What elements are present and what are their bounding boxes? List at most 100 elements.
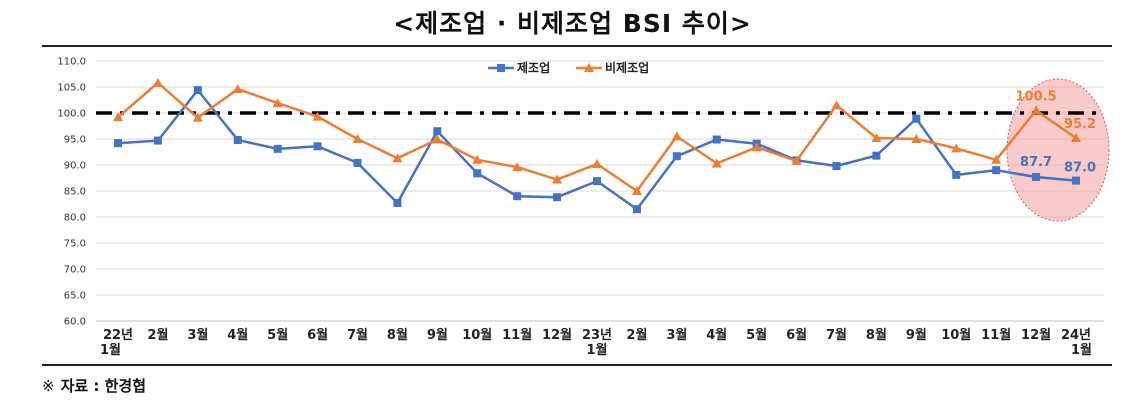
- legend-item-manufacturing: 제조업: [488, 61, 550, 75]
- data-point: [313, 142, 322, 151]
- x-tick-label: 9월: [427, 327, 448, 343]
- data-label: 95.2: [1064, 117, 1096, 132]
- x-tick-label: 4월: [227, 327, 248, 343]
- data-point: [791, 155, 802, 165]
- x-tick-label: 12월: [542, 327, 572, 343]
- x-tick-label: 24년: [1061, 328, 1091, 343]
- source-note: ※ 자료 : 한경협: [42, 375, 146, 396]
- y-tick-label: 110.0: [57, 57, 86, 68]
- data-point: [472, 154, 483, 164]
- data-point: [352, 134, 363, 143]
- legend-marker: [497, 64, 505, 72]
- data-point: [1031, 105, 1042, 115]
- data-point: [393, 198, 402, 207]
- source-text: 자료 : 한경협: [60, 377, 147, 395]
- data-point: [672, 152, 681, 161]
- y-tick-label: 85.0: [64, 187, 86, 198]
- y-tick-label: 75.0: [64, 239, 86, 250]
- series-line: [117, 81, 1077, 193]
- data-point: [592, 158, 602, 168]
- y-tick-label: 70.0: [64, 265, 86, 276]
- data-point: [712, 135, 721, 144]
- data-point: [553, 193, 562, 202]
- x-tick-label: 1월: [1071, 342, 1092, 358]
- data-point: [1032, 172, 1041, 181]
- legend-label: 제조업: [517, 61, 550, 75]
- chart-title: <제조업 · 비제조업 BSI 추이>: [393, 9, 752, 38]
- data-point: [831, 100, 842, 110]
- legend-item-non-manufacturing: 비제조업: [576, 60, 649, 75]
- data-point: [912, 114, 921, 123]
- x-tick-label: 8월: [866, 327, 887, 343]
- legend: 제조업 비제조업: [488, 60, 649, 75]
- data-point: [671, 131, 682, 141]
- data-point: [392, 153, 403, 163]
- series-manufacturing: [114, 86, 1080, 214]
- x-tick-label: 3월: [666, 327, 687, 343]
- data-label: 87.7: [1020, 155, 1052, 170]
- x-tick-label: 22년: [103, 328, 133, 343]
- data-point: [152, 77, 163, 87]
- legend-marker: [584, 63, 594, 72]
- y-axis: 60.0 65.0 70.0 75.0 80.0 85.0 90.0 95.0 100.0 105…: [57, 57, 1104, 328]
- data-point: [1071, 132, 1081, 142]
- data-point: [114, 139, 122, 148]
- data-labels: 100.5 95.2 87.7 87.0: [1016, 89, 1097, 175]
- series-non-manufacturing: [113, 77, 1081, 195]
- y-tick-label: 80.0: [64, 213, 86, 224]
- legend-label: 비제조업: [605, 60, 649, 75]
- data-label: 87.0: [1064, 161, 1096, 176]
- top-rule: [42, 45, 1112, 47]
- data-point: [512, 162, 523, 172]
- y-tick-label: 105.0: [57, 83, 86, 94]
- data-point: [272, 98, 283, 108]
- data-point: [233, 136, 242, 145]
- data-point: [871, 132, 882, 142]
- data-point: [832, 162, 841, 171]
- x-tick-label: 10월: [941, 327, 971, 343]
- data-point: [473, 169, 482, 178]
- note-mark: ※: [42, 377, 55, 395]
- data-point: [232, 84, 243, 94]
- x-tick-label: 1월: [100, 342, 121, 358]
- y-tick-label: 65.0: [64, 291, 86, 302]
- x-tick-label: 11월: [981, 327, 1011, 343]
- data-point: [911, 134, 922, 143]
- data-point: [273, 144, 282, 153]
- x-tick-label: 4월: [706, 327, 727, 343]
- series-layer: [113, 77, 1081, 214]
- x-tick-label: 11월: [502, 327, 532, 343]
- data-point: [113, 112, 123, 122]
- y-tick-label: 95.0: [64, 135, 86, 146]
- x-tick-label: 2월: [626, 327, 647, 343]
- x-tick-label: 10월: [462, 327, 492, 343]
- bottom-rule: [42, 364, 1112, 366]
- data-point: [991, 154, 1002, 164]
- y-tick-label: 60.0: [64, 317, 86, 328]
- data-point: [353, 158, 362, 167]
- gridlines: [96, 60, 1104, 322]
- data-point: [192, 112, 203, 122]
- data-point: [193, 86, 202, 95]
- y-tick-label: 100.0: [57, 109, 86, 120]
- x-tick-label: 3월: [187, 327, 208, 343]
- data-point: [552, 174, 563, 184]
- data-point: [432, 134, 443, 144]
- data-point: [951, 143, 962, 153]
- x-tick-label: 6월: [307, 327, 328, 343]
- data-point: [751, 142, 762, 152]
- data-point: [312, 111, 323, 121]
- x-tick-label: 1월: [586, 342, 607, 358]
- x-tick-label: 12월: [1021, 327, 1051, 343]
- data-point: [513, 192, 522, 201]
- x-tick-label: 7월: [347, 327, 368, 343]
- data-point: [952, 170, 961, 179]
- x-tick-label: 5월: [267, 327, 288, 343]
- data-label: 100.5: [1016, 89, 1057, 104]
- x-tick-label: 5월: [746, 327, 767, 343]
- data-point: [153, 136, 162, 145]
- x-tick-label: 6월: [786, 327, 807, 343]
- data-point: [593, 177, 601, 186]
